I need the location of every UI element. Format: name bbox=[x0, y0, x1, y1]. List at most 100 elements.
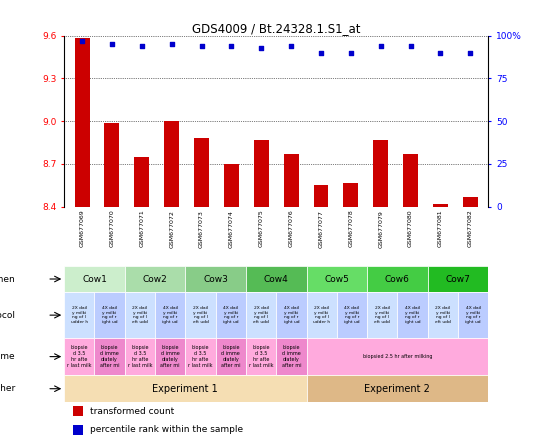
Bar bbox=[373, 140, 388, 207]
Text: 2X dail
y milki
ng of l
udder h: 2X dail y milki ng of l udder h bbox=[313, 306, 330, 324]
Bar bbox=[75, 38, 89, 207]
Bar bbox=[185, 338, 215, 375]
Bar bbox=[306, 338, 488, 375]
Text: 2X dail
y milki
ng of l
eft udd: 2X dail y milki ng of l eft udd bbox=[132, 306, 148, 324]
Bar bbox=[463, 197, 478, 207]
Text: transformed count: transformed count bbox=[90, 407, 174, 416]
Bar bbox=[64, 338, 94, 375]
Bar bbox=[403, 154, 418, 207]
Bar bbox=[194, 138, 209, 207]
Text: biopsie
d 3.5
hr afte
r last milk: biopsie d 3.5 hr afte r last milk bbox=[249, 345, 273, 368]
Bar bbox=[433, 204, 448, 207]
Bar bbox=[246, 266, 306, 293]
Text: 4X dail
y milki
ng of r
ight ud: 4X dail y milki ng of r ight ud bbox=[223, 306, 239, 324]
Text: GSM677082: GSM677082 bbox=[468, 210, 473, 247]
Text: GSM677079: GSM677079 bbox=[378, 210, 383, 248]
Text: biopsie
d imme
diately
after mi: biopsie d imme diately after mi bbox=[221, 345, 240, 368]
Text: 2X dail
y milki
ng of l
eft udd: 2X dail y milki ng of l eft udd bbox=[374, 306, 390, 324]
Text: GSM677081: GSM677081 bbox=[438, 210, 443, 247]
Text: percentile rank within the sample: percentile rank within the sample bbox=[90, 425, 243, 434]
Bar bbox=[64, 293, 94, 338]
Text: 4X dail
y milki
ng of r
ight ud: 4X dail y milki ng of r ight ud bbox=[283, 306, 299, 324]
Bar bbox=[164, 121, 179, 207]
Point bbox=[227, 42, 236, 49]
Bar bbox=[283, 154, 299, 207]
Point bbox=[167, 40, 176, 48]
Point bbox=[197, 42, 206, 49]
Bar bbox=[306, 293, 337, 338]
Point bbox=[376, 42, 385, 49]
Text: 2X dail
y milki
ng of l
eft udd: 2X dail y milki ng of l eft udd bbox=[193, 306, 209, 324]
Bar bbox=[155, 338, 185, 375]
Text: 4X dail
y milki
ng of r
ight ud: 4X dail y milki ng of r ight ud bbox=[405, 306, 420, 324]
Text: 4X dail
y milki
ng of r
ight ud: 4X dail y milki ng of r ight ud bbox=[162, 306, 178, 324]
Text: GSM677075: GSM677075 bbox=[259, 210, 264, 247]
Text: GSM677071: GSM677071 bbox=[140, 210, 145, 247]
Bar bbox=[246, 338, 276, 375]
Text: 2X dail
y milki
ng of l
eft udd: 2X dail y milki ng of l eft udd bbox=[435, 306, 451, 324]
Bar bbox=[215, 293, 246, 338]
Bar bbox=[125, 266, 185, 293]
Point bbox=[466, 49, 475, 56]
Text: 4X dail
y milki
ng of r
ight ud: 4X dail y milki ng of r ight ud bbox=[465, 306, 481, 324]
Point bbox=[316, 49, 325, 56]
Text: Cow2: Cow2 bbox=[143, 274, 167, 284]
Bar bbox=[246, 293, 276, 338]
Bar bbox=[185, 266, 246, 293]
Text: Cow1: Cow1 bbox=[82, 274, 107, 284]
Text: Experiment 1: Experiment 1 bbox=[152, 384, 218, 394]
Title: GDS4009 / Bt.24328.1.S1_at: GDS4009 / Bt.24328.1.S1_at bbox=[192, 23, 360, 36]
Bar bbox=[94, 293, 125, 338]
Bar bbox=[185, 293, 215, 338]
Text: GSM677070: GSM677070 bbox=[109, 210, 114, 247]
Text: biopsie
d 3.5
hr afte
r last milk: biopsie d 3.5 hr afte r last milk bbox=[188, 345, 213, 368]
Text: GSM677080: GSM677080 bbox=[408, 210, 413, 247]
Text: biopsie
d imme
diately
after mi: biopsie d imme diately after mi bbox=[282, 345, 301, 368]
Bar bbox=[397, 293, 427, 338]
Text: specimen: specimen bbox=[0, 274, 16, 284]
Bar bbox=[427, 293, 458, 338]
Text: 2X dail
y milki
ng of l
eft udd: 2X dail y milki ng of l eft udd bbox=[253, 306, 269, 324]
Bar bbox=[306, 375, 488, 402]
Bar bbox=[94, 338, 125, 375]
Text: GSM677076: GSM677076 bbox=[288, 210, 294, 247]
Text: 4X dail
y milki
ng of r
ight ud: 4X dail y milki ng of r ight ud bbox=[102, 306, 117, 324]
Text: GSM677072: GSM677072 bbox=[169, 210, 174, 248]
Bar bbox=[104, 123, 119, 207]
Text: GSM677077: GSM677077 bbox=[319, 210, 324, 248]
Text: 4X dail
y milki
ng of r
ight ud: 4X dail y milki ng of r ight ud bbox=[344, 306, 360, 324]
Text: GSM677073: GSM677073 bbox=[199, 210, 204, 248]
Bar bbox=[64, 375, 306, 402]
Bar bbox=[125, 293, 155, 338]
Text: Cow7: Cow7 bbox=[445, 274, 470, 284]
Point bbox=[78, 37, 86, 44]
Bar bbox=[215, 338, 246, 375]
Bar bbox=[276, 338, 306, 375]
Point bbox=[347, 49, 355, 56]
Text: GSM677069: GSM677069 bbox=[80, 210, 85, 247]
Text: biopsie
d 3.5
hr afte
r last milk: biopsie d 3.5 hr afte r last milk bbox=[67, 345, 92, 368]
Text: biopsie
d imme
diately
after mi: biopsie d imme diately after mi bbox=[161, 345, 180, 368]
Text: GSM677074: GSM677074 bbox=[229, 210, 234, 248]
Bar bbox=[367, 293, 397, 338]
Bar bbox=[125, 338, 155, 375]
Bar bbox=[134, 157, 150, 207]
Point bbox=[287, 42, 296, 49]
Bar bbox=[343, 182, 358, 207]
Bar bbox=[73, 424, 83, 435]
Point bbox=[257, 44, 266, 51]
Bar bbox=[224, 164, 239, 207]
Point bbox=[137, 42, 146, 49]
Text: protocol: protocol bbox=[0, 311, 16, 320]
Bar bbox=[73, 406, 83, 416]
Point bbox=[436, 49, 445, 56]
Bar bbox=[314, 185, 329, 207]
Point bbox=[108, 40, 117, 48]
Bar bbox=[367, 266, 427, 293]
Text: 2X dail
y milki
ng of l
udder h: 2X dail y milki ng of l udder h bbox=[71, 306, 88, 324]
Text: time: time bbox=[0, 352, 16, 361]
Text: GSM677078: GSM677078 bbox=[348, 210, 353, 247]
Text: Experiment 2: Experiment 2 bbox=[364, 384, 430, 394]
Bar bbox=[458, 293, 488, 338]
Text: biopsie
d imme
diately
after mi: biopsie d imme diately after mi bbox=[100, 345, 119, 368]
